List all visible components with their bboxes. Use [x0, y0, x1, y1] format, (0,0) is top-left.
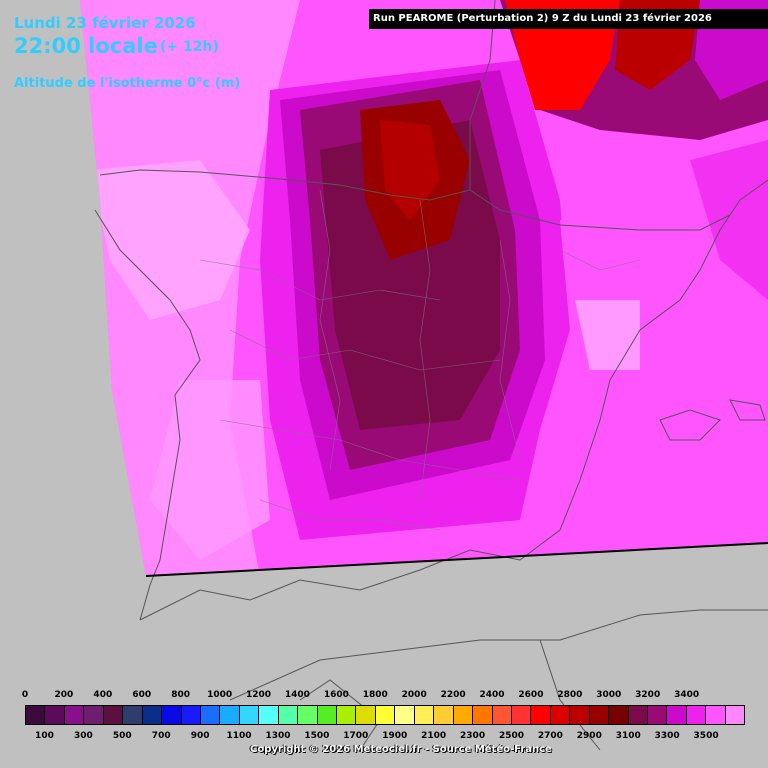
- copyright-text: Copyright © 2026 Meteociel.fr - Source M…: [250, 744, 552, 755]
- legend-top-label: 1200: [245, 690, 272, 700]
- legend-color-cell: [181, 706, 201, 724]
- legend-bottom-label: 1500: [304, 731, 330, 741]
- country-borders: [94, 0, 768, 751]
- legend-color-cell: [356, 706, 376, 724]
- legend-color-cell: [26, 706, 46, 724]
- legend-color-cell: [667, 706, 687, 724]
- legend-bottom-label: 900: [190, 731, 210, 741]
- legend-bottom-label: 1100: [226, 731, 252, 741]
- legend-color-cell: [628, 706, 648, 724]
- legend-color-cell: [239, 706, 260, 724]
- legend-color-cell: [473, 706, 493, 724]
- forecast-time: 22:00 locale: [14, 34, 158, 58]
- legend-top-label: 800: [171, 690, 191, 700]
- forecast-date: Lundi 23 février 2026: [14, 14, 196, 32]
- legend-top-label: 2000: [401, 690, 427, 700]
- legend-color-cell: [725, 706, 745, 724]
- legend-top-label: 2400: [479, 690, 505, 700]
- legend-top-label: 600: [132, 690, 152, 700]
- legend-color-cell: [64, 706, 85, 724]
- legend-bottom-label: 2300: [460, 731, 486, 741]
- legend-color-cell: [259, 706, 279, 724]
- legend-top-label: 3000: [596, 690, 622, 700]
- forecast-offset: (+ 12h): [160, 39, 219, 55]
- legend-top-label: 2200: [440, 690, 466, 700]
- legend-bottom-label: 2900: [576, 731, 602, 741]
- legend-color-cell: [609, 706, 629, 724]
- legend-color-cell: [492, 706, 512, 724]
- legend-top-label: 1400: [284, 690, 310, 700]
- legend-color-cell: [395, 706, 415, 724]
- legend-color-cell: [648, 706, 668, 724]
- legend-color-cell: [453, 706, 474, 724]
- legend-color-cell: [220, 706, 240, 724]
- legend-color-cell: [706, 706, 726, 724]
- legend-color-cell: [434, 706, 454, 724]
- legend-color-cell: [298, 706, 318, 724]
- legend-color-cell: [511, 706, 532, 724]
- legend-color-cell: [337, 706, 357, 724]
- legend-top-label: 200: [54, 690, 74, 700]
- legend-top-label: 2800: [557, 690, 583, 700]
- legend-top-label: 400: [93, 690, 113, 700]
- legend-color-bar: [25, 705, 745, 725]
- legend-color-cell: [200, 706, 221, 724]
- legend-color-cell: [142, 706, 163, 724]
- legend-color-cell: [686, 706, 707, 724]
- legend-color-cell: [103, 706, 124, 724]
- run-info-bar: Run PEAROME (Perturbation 2) 9 Z du Lund…: [369, 9, 768, 29]
- legend-bottom-label: 2100: [421, 731, 447, 741]
- legend-bottom-label: 500: [112, 731, 132, 741]
- legend-color-cell: [531, 706, 551, 724]
- legend-top-label: 1600: [323, 690, 349, 700]
- legend-bottom-label: 1900: [382, 731, 408, 741]
- legend-bottom-label: 1300: [265, 731, 291, 741]
- legend-bottom-label: 1700: [343, 731, 369, 741]
- legend-color-cell: [278, 706, 299, 724]
- legend-color-cell: [317, 706, 337, 724]
- legend-top-label: 3400: [674, 690, 700, 700]
- legend-color-cell: [162, 706, 182, 724]
- legend-bottom-label: 100: [35, 731, 54, 741]
- legend-bottom-label: 3500: [693, 731, 719, 741]
- legend-color-cell: [84, 706, 104, 724]
- legend-bottom-label: 2700: [537, 731, 563, 741]
- legend-top-label: 1000: [207, 690, 233, 700]
- legend-color-cell: [550, 706, 571, 724]
- legend-bottom-label: 700: [151, 731, 171, 741]
- legend-color-cell: [375, 706, 396, 724]
- legend-top-label: 1800: [362, 690, 388, 700]
- legend-bottom-label: 2500: [498, 731, 525, 741]
- legend-color-cell: [589, 706, 610, 724]
- legend-color-cell: [414, 706, 435, 724]
- legend-bottom-label: 3300: [654, 731, 680, 741]
- legend-top-label: 0: [21, 690, 29, 700]
- legend-color-cell: [570, 706, 590, 724]
- region-borders: [199, 189, 641, 531]
- parameter-title: Altitude de l'isotherme 0°c (m): [14, 76, 241, 91]
- legend-color-cell: [123, 706, 143, 724]
- legend-top-label: 3200: [635, 690, 661, 700]
- legend-color-cell: [45, 706, 65, 724]
- domain-edge: [145, 542, 768, 577]
- legend-top-label: 2600: [518, 690, 544, 700]
- legend-bottom-label: 3100: [615, 731, 641, 741]
- legend-bottom-label: 300: [73, 731, 93, 741]
